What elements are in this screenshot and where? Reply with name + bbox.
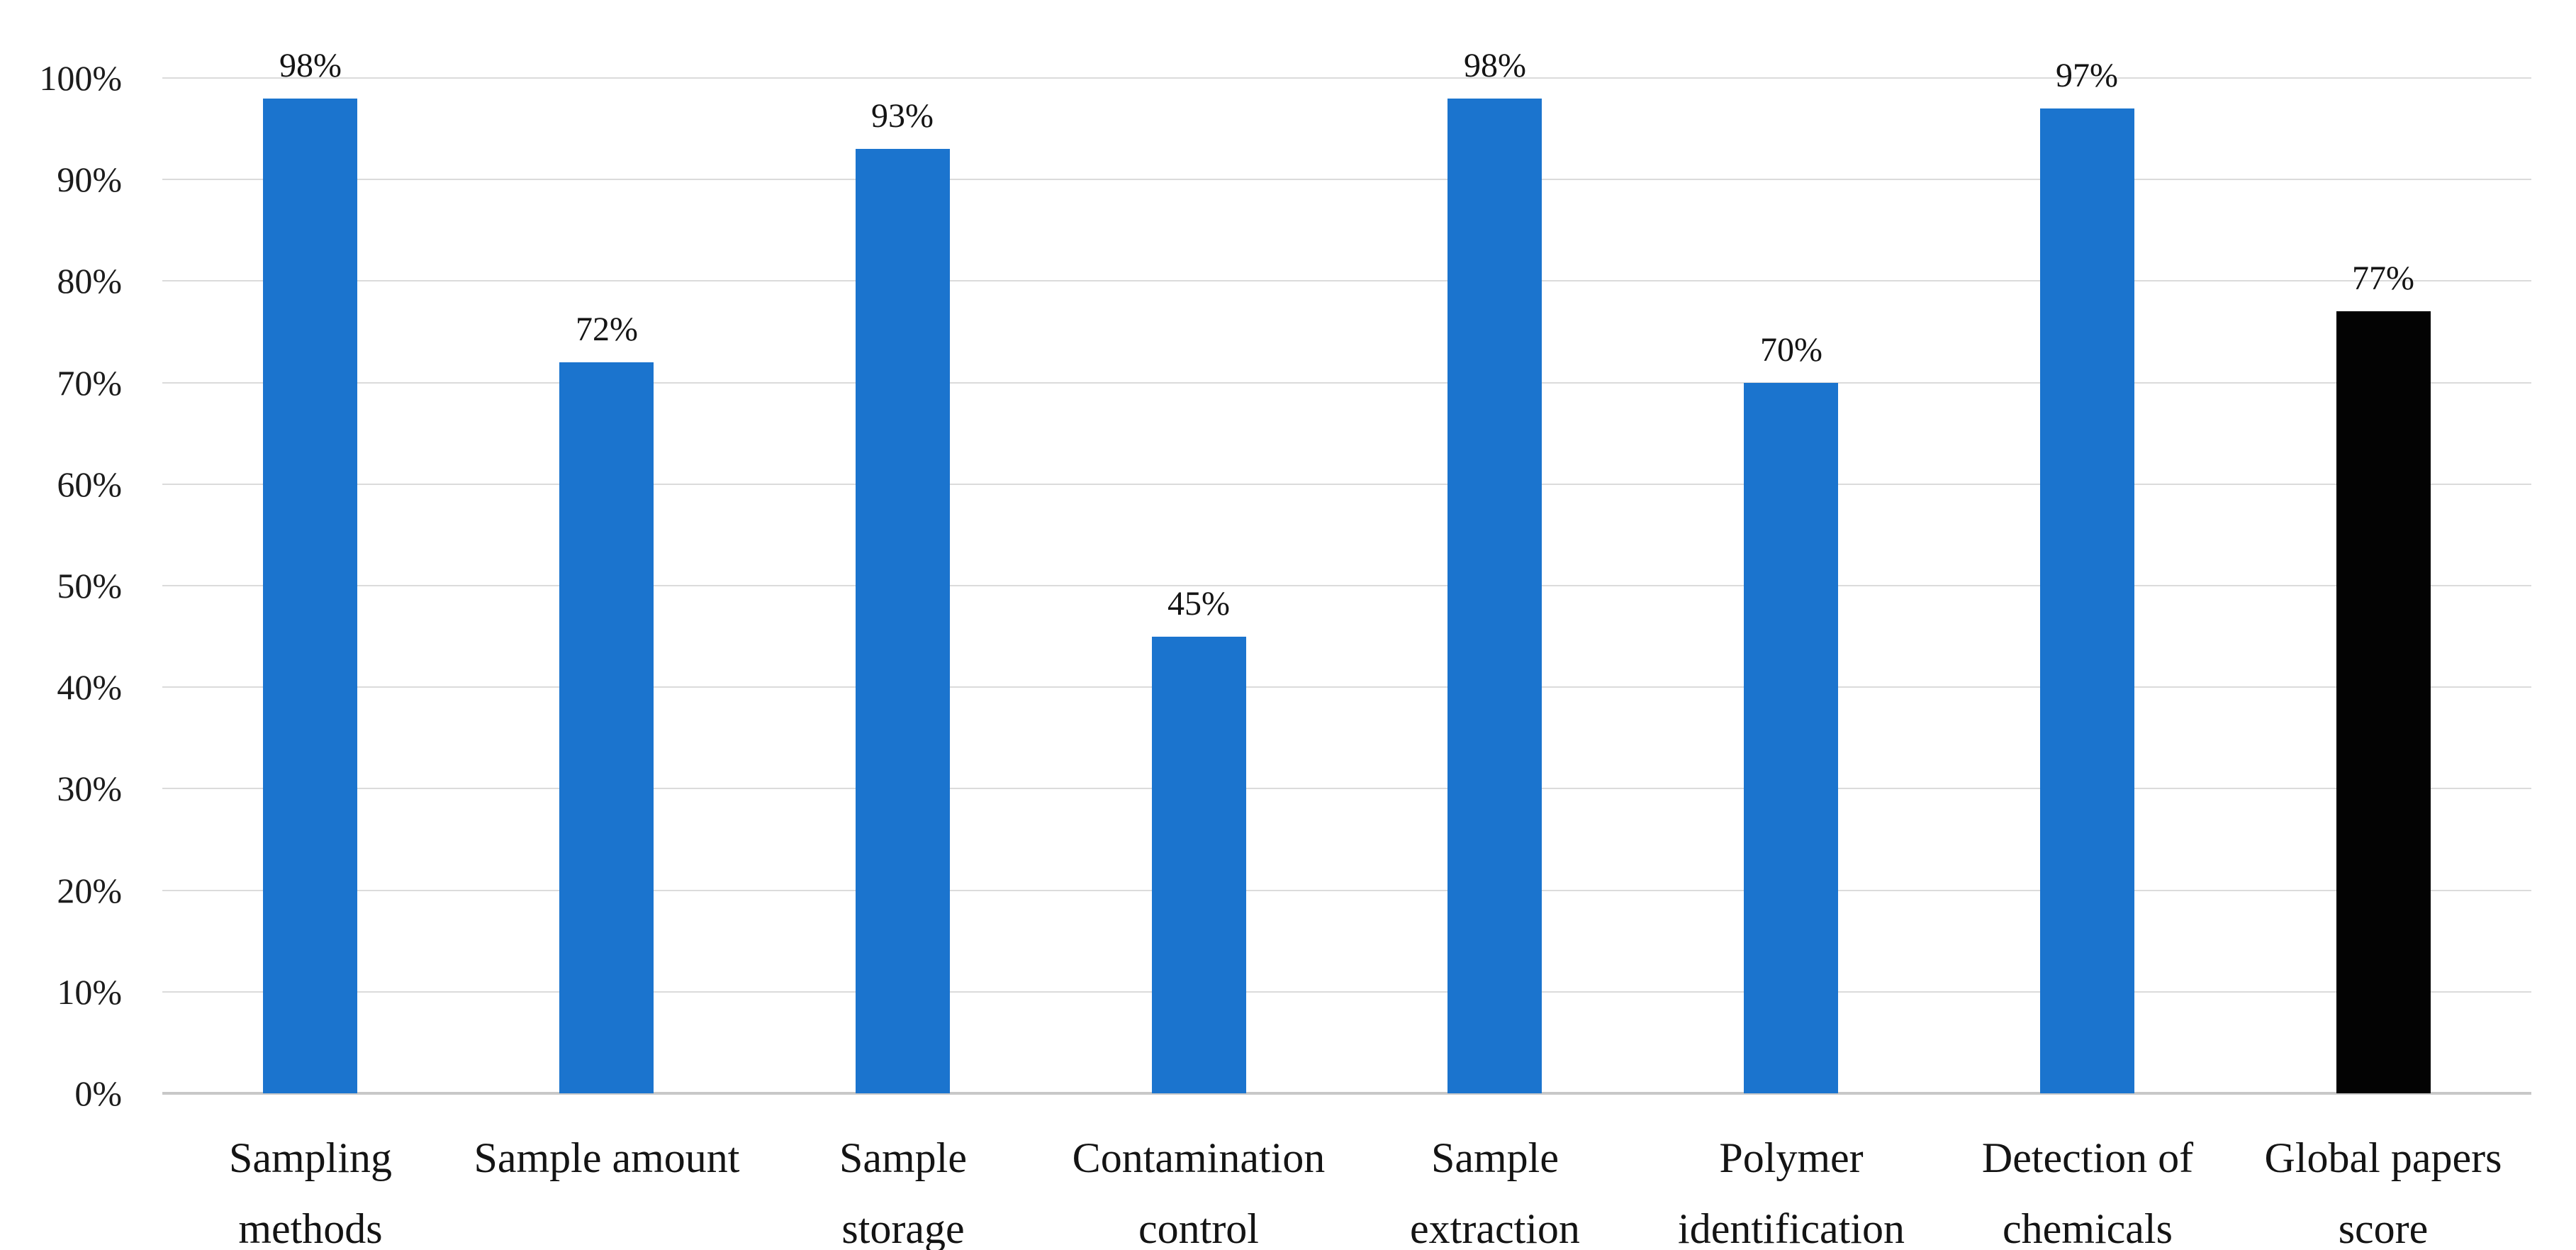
value-label: 70% (1760, 331, 1822, 369)
bar (1744, 383, 1838, 1093)
value-label: 93% (871, 97, 934, 135)
category-label: Sample storage (839, 1134, 967, 1250)
value-label: 45% (1167, 585, 1230, 623)
gridline (162, 179, 2531, 180)
y-tick-label: 50% (57, 566, 122, 606)
gridline (162, 280, 2531, 281)
bar (856, 149, 950, 1093)
bar (2336, 311, 2431, 1093)
gridline (162, 788, 2531, 789)
y-tick-label: 90% (57, 160, 122, 199)
y-tick-label: 10% (57, 972, 122, 1012)
gridline (162, 77, 2531, 79)
category-label: Sample amount (474, 1134, 740, 1181)
y-tick-label: 20% (57, 871, 122, 910)
category-label: Contamination control (1072, 1134, 1326, 1250)
bar (2040, 108, 2134, 1093)
y-tick-label: 70% (57, 363, 122, 403)
category-label: Detection of chemicals (1981, 1134, 2194, 1250)
bar (263, 99, 357, 1093)
category-label: Polymer identification (1678, 1134, 1905, 1250)
y-tick-label: 30% (57, 769, 122, 808)
gridline (162, 991, 2531, 993)
category-label: Global papers score (2264, 1134, 2502, 1250)
y-tick-label: 60% (57, 464, 122, 504)
value-label: 98% (1464, 47, 1526, 84)
gridline (162, 686, 2531, 688)
category-label: Sampling methods (228, 1134, 392, 1250)
bar (559, 362, 654, 1093)
bar (1447, 99, 1542, 1093)
gridline (162, 585, 2531, 586)
y-tick-label: 0% (74, 1073, 122, 1113)
value-label: 97% (2056, 57, 2118, 94)
value-label: 77% (2352, 260, 2414, 297)
x-axis-line (162, 1092, 2531, 1095)
gridline (162, 382, 2531, 384)
gridline (162, 890, 2531, 891)
value-label: 72% (576, 311, 638, 348)
value-label: 98% (279, 47, 342, 84)
y-tick-label: 80% (57, 261, 122, 301)
y-tick-label: 40% (57, 667, 122, 707)
bar (1152, 637, 1246, 1093)
y-tick-label: 100% (39, 58, 122, 98)
category-label: Sample extraction (1410, 1134, 1580, 1250)
gridline (162, 484, 2531, 485)
